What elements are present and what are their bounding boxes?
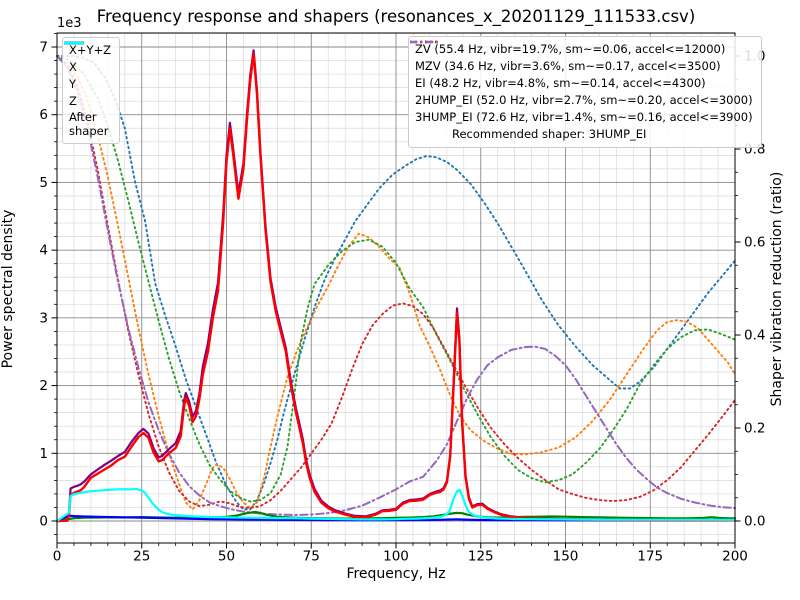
x-axis-label: Frequency, Hz — [346, 566, 446, 582]
legend-shapers: ZV (55.4 Hz, vibr=19.7%, sm~=0.06, accel… — [408, 36, 762, 148]
y-left-tick-label: 2 — [39, 378, 48, 394]
y-left-tick-label: 1 — [39, 446, 48, 462]
shaper-curve-zv — [56, 55, 736, 511]
x-tick-label: 125 — [468, 549, 494, 565]
shaper-curve-3hump_ei — [56, 55, 736, 516]
x-tick-label: 100 — [383, 549, 409, 565]
y-right-tick-label: 0.6 — [744, 235, 765, 251]
y-right-tick-label: 0.0 — [744, 514, 765, 530]
y-left-tick-label: 6 — [39, 107, 48, 123]
legend-item-ei: EI (48.2 Hz, vibr=4.8%, sm~=0.14, accel<… — [410, 40, 753, 92]
legend-item-y-label: Y — [69, 77, 77, 92]
legend-item-2hump_ei: 2HUMP_EI (52.0 Hz, vibr=2.7%, sm~=0.20, … — [410, 40, 753, 109]
legend-item-3hump_ei-label: 3HUMP_EI (72.6 Hz, vibr=1.4%, sm~=0.16, … — [415, 110, 753, 125]
legend-item-z: Z — [64, 41, 111, 110]
legend-item-3hump_ei: 3HUMP_EI (72.6 Hz, vibr=1.4%, sm~=0.16, … — [410, 40, 753, 126]
psd-curve-after-shaper — [55, 487, 737, 523]
legend-psd: X+Y+Z X Y Z After shaper — [62, 37, 121, 144]
y-axis-label-right: Shaper vibration reduction (ratio) — [769, 171, 785, 407]
legend-item-x: X — [64, 41, 111, 76]
shaper-curve-2hump_ei — [56, 55, 736, 509]
legend-item-xyz-label: X+Y+Z — [69, 43, 112, 58]
legend-item-aftershaper: After shaper — [64, 41, 111, 139]
legend-item-x-label: X — [69, 60, 77, 75]
legend-line-sample — [410, 40, 438, 44]
legend-note: Recommended shaper: 3HUMP_EI — [415, 126, 753, 143]
x-tick-label: 75 — [303, 549, 320, 565]
y-right-tick-label: 0.2 — [744, 421, 765, 437]
legend-item-2hump_ei-label: 2HUMP_EI (52.0 Hz, vibr=2.7%, sm~=0.20, … — [415, 93, 753, 108]
x-tick-label: 175 — [637, 549, 663, 565]
x-tick-label: 150 — [553, 549, 579, 565]
y-axis-multiplier: 1e3 — [57, 16, 82, 31]
legend-item-ei-label: EI (48.2 Hz, vibr=4.8%, sm~=0.14, accel<… — [415, 76, 706, 91]
x-tick-label: 50 — [218, 549, 235, 565]
legend-item-mzv-label: MZV (34.6 Hz, vibr=3.6%, sm~=0.17, accel… — [415, 59, 721, 74]
psd-curve-x — [55, 52, 737, 523]
x-tick-label: 0 — [53, 549, 62, 565]
legend-item-zv: ZV (55.4 Hz, vibr=19.7%, sm~=0.06, accel… — [410, 40, 753, 58]
y-axis-label-left: Power spectral density — [0, 209, 16, 369]
shaper-curve-mzv — [56, 55, 736, 511]
x-tick-label: 200 — [722, 549, 748, 565]
y-left-tick-label: 0 — [39, 514, 48, 530]
legend-item-aftershaper-label: After shaper — [69, 110, 109, 139]
shaper-curve-ei — [56, 55, 736, 503]
y-left-tick-label: 3 — [39, 310, 48, 326]
x-tick-label: 25 — [133, 549, 150, 565]
legend-item-zv-label: ZV (55.4 Hz, vibr=19.7%, sm~=0.06, accel… — [415, 42, 726, 57]
legend-item-z-label: Z — [69, 94, 77, 109]
y-right-tick-label: 0.4 — [744, 328, 765, 344]
y-left-tick-label: 4 — [39, 243, 48, 259]
legend-item-mzv: MZV (34.6 Hz, vibr=3.6%, sm~=0.17, accel… — [410, 40, 753, 75]
y-left-tick-label: 5 — [39, 175, 48, 191]
y-left-tick-label: 7 — [39, 40, 48, 56]
legend-item-y: Y — [64, 41, 111, 93]
chart-title: Frequency response and shapers (resonanc… — [96, 7, 696, 26]
legend-line-sample — [64, 41, 84, 45]
legend-note-label: Recommended shaper: 3HUMP_EI — [452, 127, 647, 142]
